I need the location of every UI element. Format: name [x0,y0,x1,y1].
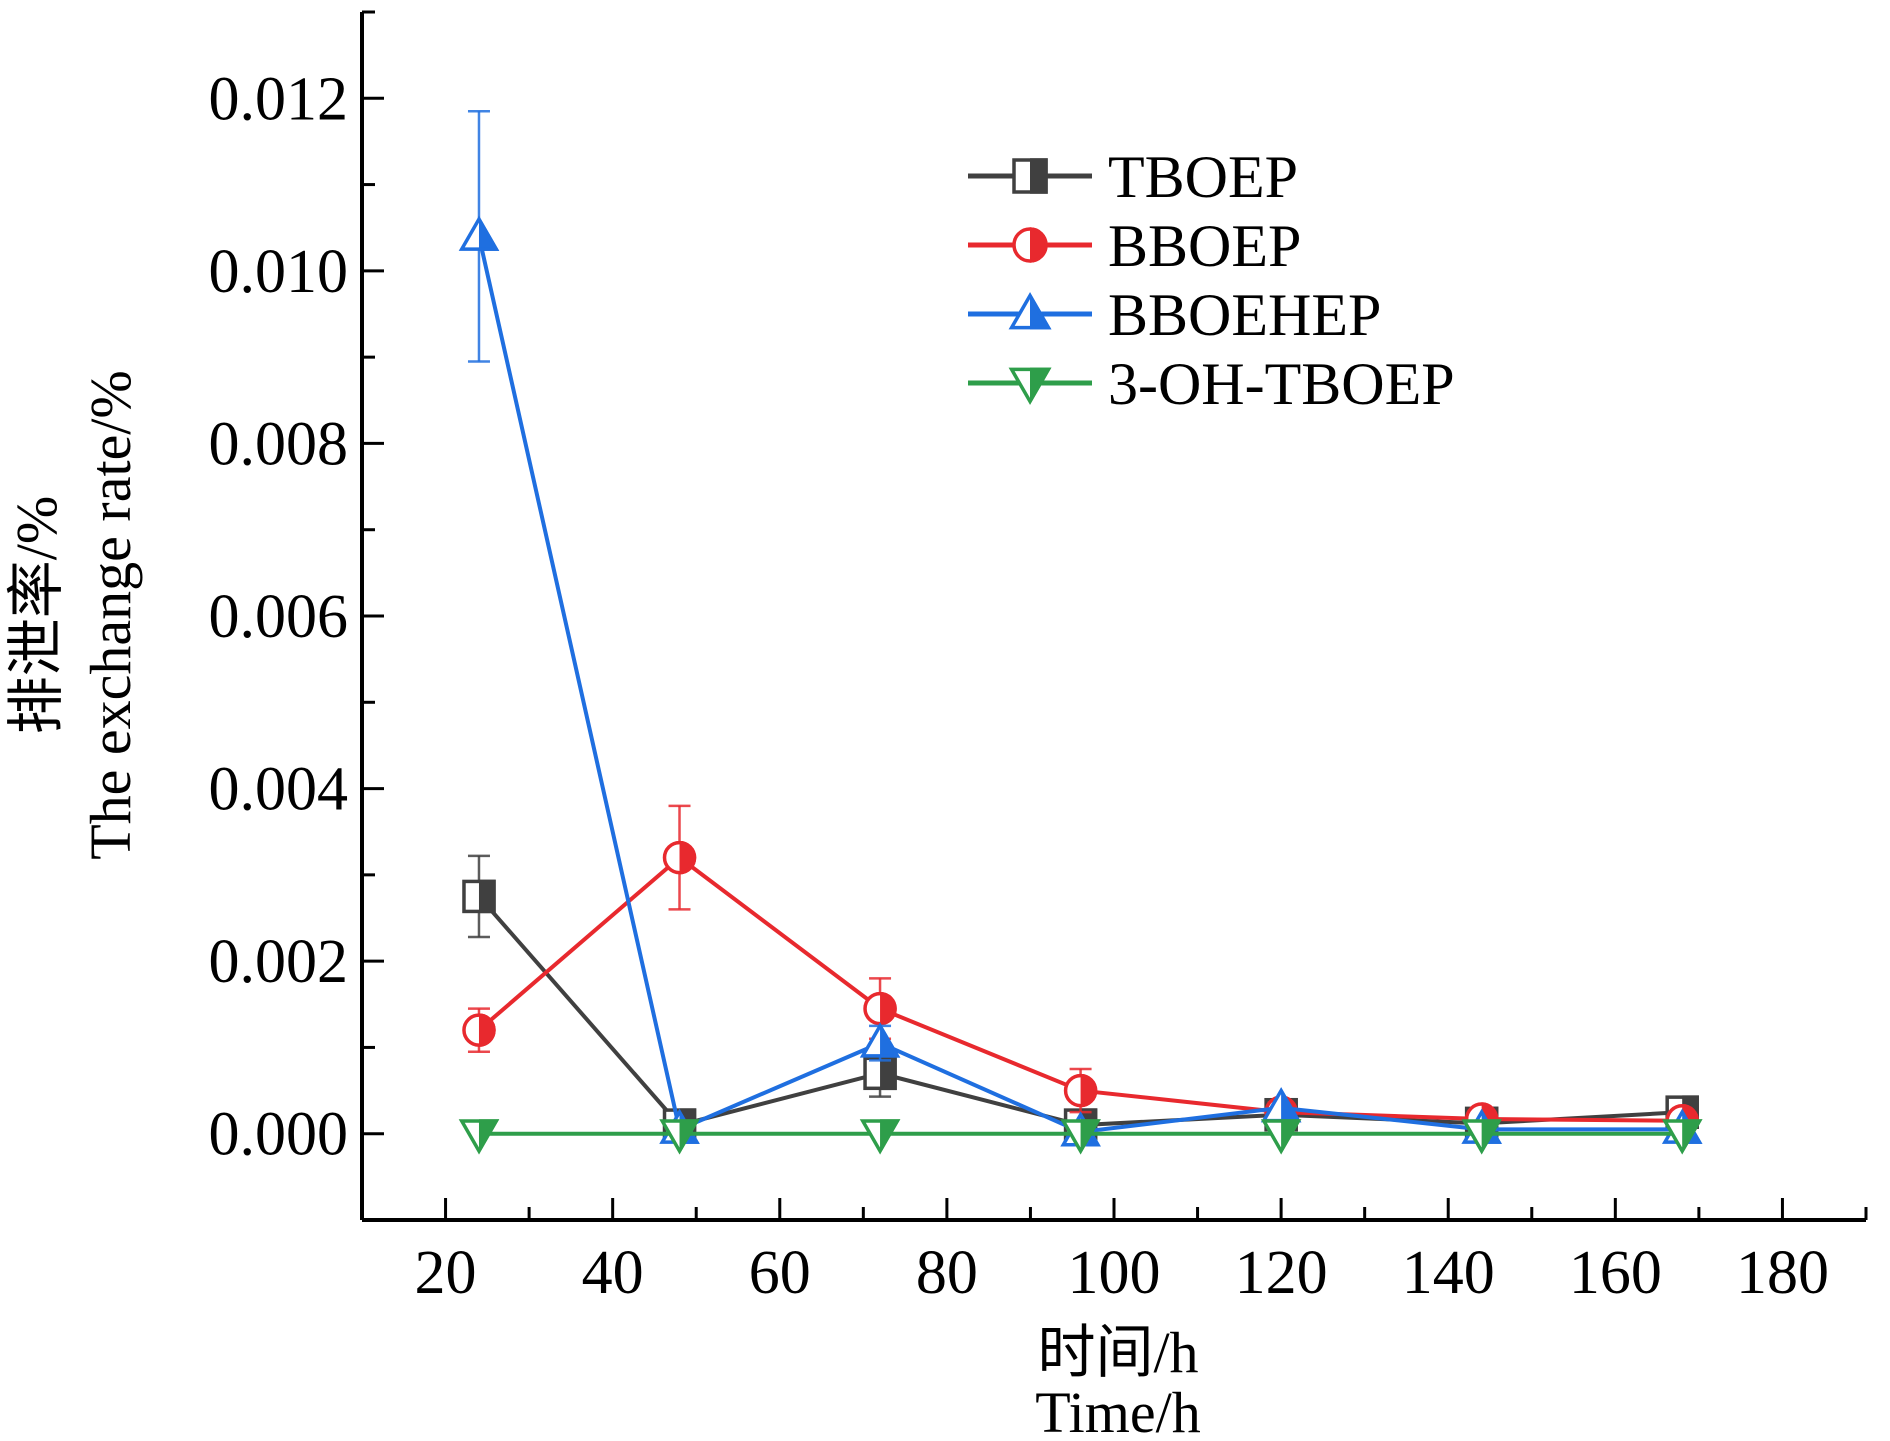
legend-item-bboep: BBOEP [968,213,1301,279]
series-line [477,235,1683,1135]
data-point [1461,1119,1502,1155]
data-point [1063,1073,1098,1108]
data-point [458,215,500,251]
x-tick-label: 180 [1736,1239,1829,1307]
x-tick-label: 100 [1068,1239,1161,1307]
x-tick-label: 160 [1569,1239,1662,1307]
legend-item-tboep: TBOEP [968,144,1298,210]
y-tick-label: 0.010 [209,238,349,306]
series-layer [458,109,1703,1155]
data-point [1060,1119,1101,1155]
x-tick-label: 60 [749,1239,811,1307]
y-axis-title-en: The exchange rate/% [78,370,143,860]
data-point [462,879,496,914]
data-point [859,1022,901,1058]
legend-marker [1012,158,1048,194]
legend-item-bboehep: BBOEHEP [968,282,1381,348]
x-tick-label: 40 [582,1239,644,1307]
legend-marker [1012,227,1048,263]
data-point [859,1119,901,1155]
chart-axes: 20 40 60 80 100 120 140 160 180 0.000 0.002 0.004 0.… [209,10,1868,1307]
legend-label: 3-OH-TBOEP [1108,351,1455,417]
y-tick-label: 0.006 [209,583,349,651]
y-tick-label: 0.004 [209,756,349,824]
data-point [659,1119,700,1155]
x-tick-label: 120 [1235,1239,1328,1307]
y-tick-label: 0.000 [209,1101,349,1169]
x-tick-label: 140 [1402,1239,1495,1307]
y-tick-label: 0.002 [209,928,349,996]
legend-marker [1008,367,1052,405]
data-point [863,1056,897,1091]
legend-label: BBOEHEP [1108,282,1381,348]
x-tick-label: 80 [916,1239,978,1307]
data-point [662,840,697,875]
data-point [1260,1119,1302,1155]
series-bboehep [458,109,1703,1147]
legend-label: TBOEP [1108,144,1298,210]
data-point [1661,1119,1703,1155]
x-tick-label: 20 [415,1239,477,1307]
y-tick-label: 0.008 [209,410,349,478]
y-axis-title-cn: 排泄率/% [4,496,69,734]
series-3-oh-tboep [458,1119,1703,1155]
series-bboep [462,804,1699,1138]
data-point [863,991,897,1026]
data-point [462,1013,496,1047]
legend-marker [1008,292,1052,330]
y-tick-label: 0.012 [209,65,349,133]
legend-item-3-oh-tboep: 3-OH-TBOEP [968,351,1455,417]
x-axis-title-en: Time/h [1035,1380,1200,1441]
data-point [458,1119,500,1155]
legend-label: BBOEP [1108,213,1301,279]
x-axis-title-cn: 时间/h [1037,1320,1198,1385]
